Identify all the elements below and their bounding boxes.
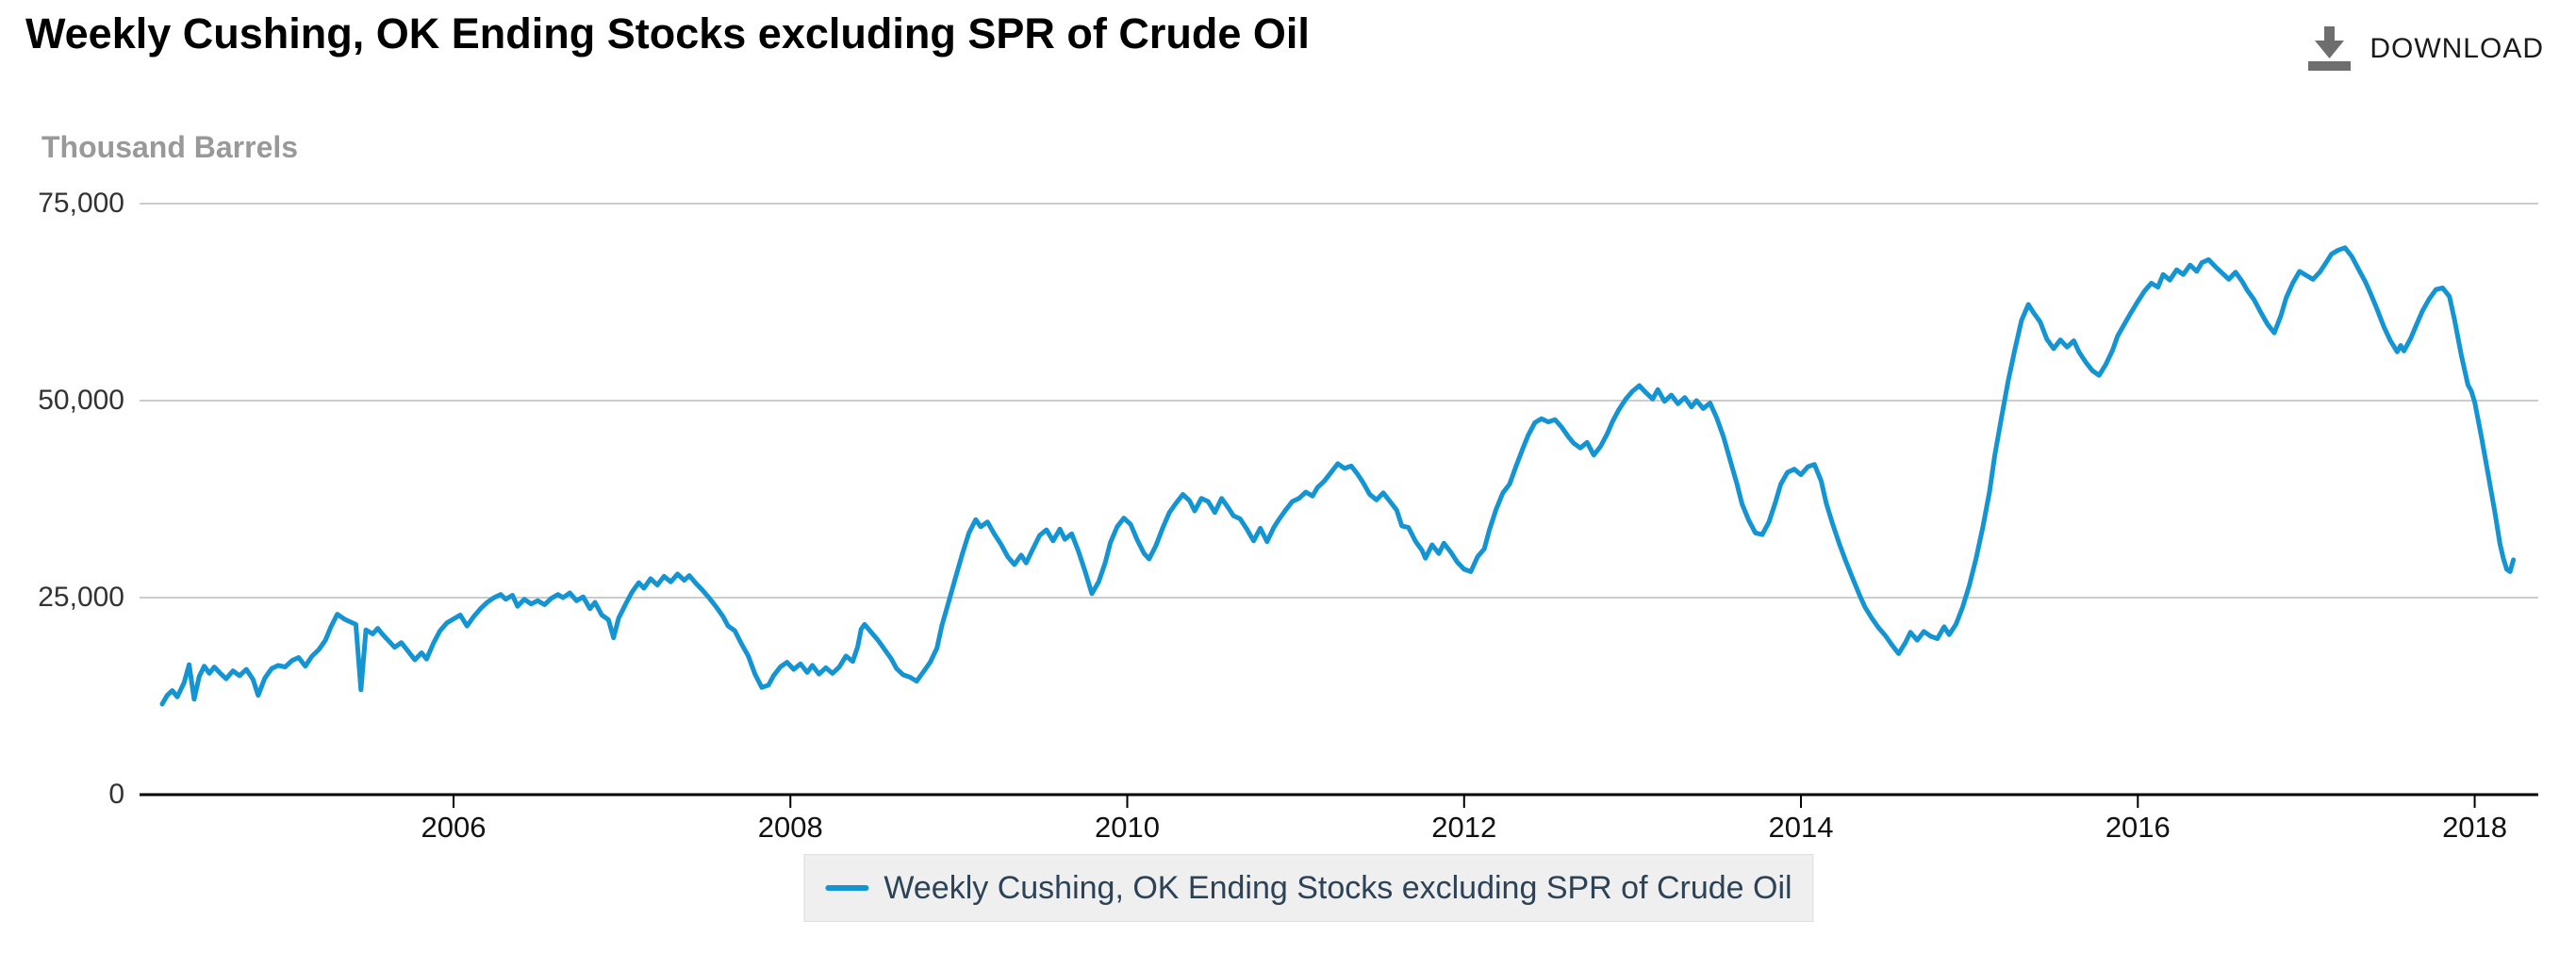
page-title: Weekly Cushing, OK Ending Stocks excludi…: [25, 9, 1310, 58]
y-tick-label-0: 0: [108, 779, 124, 810]
x-tick-label-2008: 2008: [757, 811, 823, 844]
x-tick-label-2014: 2014: [1768, 811, 1834, 844]
y-axis-units-label: Thousand Barrels: [41, 130, 299, 164]
y-tick-label-50000: 50,000: [38, 385, 124, 416]
x-tick-label-2006: 2006: [421, 811, 487, 844]
x-tick-label-2012: 2012: [1431, 811, 1497, 844]
download-icon: [2308, 26, 2352, 71]
legend-series-label[interactable]: Weekly Cushing, OK Ending Stocks excludi…: [883, 869, 1792, 906]
y-tick-label-75000: 75,000: [38, 188, 124, 219]
legend: Weekly Cushing, OK Ending Stocks excludi…: [803, 854, 1814, 922]
x-tick-label-2018: 2018: [2442, 811, 2508, 844]
legend-series-swatch: [825, 885, 869, 891]
x-tick-label-2010: 2010: [1095, 811, 1160, 844]
download-button[interactable]: DOWNLOAD: [2308, 26, 2544, 71]
download-label: DOWNLOAD: [2370, 32, 2544, 64]
series-line[interactable]: [159, 245, 2517, 707]
y-tick-label-25000: 25,000: [38, 582, 124, 613]
x-tick-label-2016: 2016: [2105, 811, 2171, 844]
